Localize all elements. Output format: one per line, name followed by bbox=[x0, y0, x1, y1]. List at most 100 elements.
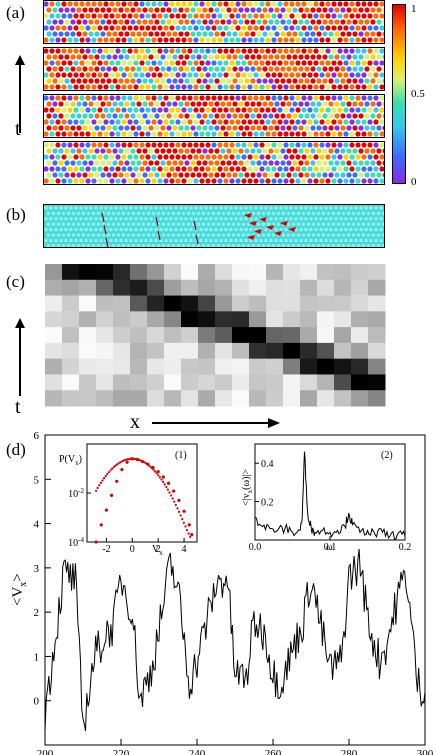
particle bbox=[64, 160, 70, 166]
time-label-a: t bbox=[15, 118, 21, 140]
particle bbox=[331, 60, 337, 66]
particle bbox=[364, 160, 370, 166]
particle bbox=[157, 95, 163, 101]
heatmap-cell bbox=[249, 390, 267, 407]
particle bbox=[61, 13, 67, 19]
particle bbox=[145, 25, 151, 31]
particle bbox=[199, 72, 205, 78]
particle bbox=[76, 125, 82, 131]
particle bbox=[202, 101, 208, 107]
particle bbox=[262, 7, 268, 13]
particle bbox=[145, 84, 151, 90]
heatmap-cell bbox=[266, 374, 284, 391]
particle bbox=[319, 95, 325, 101]
particle bbox=[196, 19, 202, 25]
heatmap-cell bbox=[147, 390, 165, 407]
particle bbox=[247, 60, 253, 66]
heatmap-cell bbox=[198, 390, 216, 407]
particle bbox=[175, 131, 181, 137]
particle bbox=[373, 60, 379, 66]
particle bbox=[118, 160, 124, 166]
particle bbox=[205, 131, 211, 137]
particle bbox=[67, 25, 73, 31]
particle bbox=[346, 160, 352, 166]
particle bbox=[130, 54, 136, 60]
particle bbox=[46, 31, 52, 37]
particle bbox=[88, 78, 94, 84]
particle bbox=[271, 95, 277, 101]
particle bbox=[124, 54, 130, 60]
particle bbox=[265, 1, 271, 7]
particle bbox=[118, 78, 124, 84]
particle bbox=[292, 160, 298, 166]
distribution-point bbox=[114, 464, 117, 467]
particle bbox=[307, 25, 313, 31]
particle bbox=[85, 142, 91, 148]
particle bbox=[79, 84, 85, 90]
particle bbox=[322, 66, 328, 72]
particle bbox=[70, 19, 76, 25]
particle bbox=[217, 1, 223, 7]
particle bbox=[211, 154, 217, 160]
particle bbox=[109, 119, 115, 125]
particle bbox=[283, 178, 289, 184]
particle bbox=[295, 37, 301, 43]
particle-strip-4 bbox=[43, 141, 385, 185]
particle bbox=[232, 19, 238, 25]
particle bbox=[313, 1, 319, 7]
particle bbox=[259, 178, 265, 184]
particle bbox=[292, 54, 298, 60]
particle bbox=[148, 113, 154, 119]
particle bbox=[373, 95, 379, 101]
heatmap-cell bbox=[79, 279, 97, 297]
particle bbox=[52, 101, 58, 107]
particle bbox=[160, 172, 166, 178]
particle bbox=[58, 66, 64, 72]
particle bbox=[238, 66, 244, 72]
particle bbox=[157, 166, 163, 172]
particle bbox=[88, 7, 94, 13]
particle bbox=[100, 66, 106, 72]
particle bbox=[115, 178, 121, 184]
particle bbox=[88, 19, 94, 25]
particle bbox=[67, 72, 73, 78]
particle bbox=[163, 72, 169, 78]
particle bbox=[250, 160, 256, 166]
particle bbox=[85, 166, 91, 172]
particle bbox=[169, 72, 175, 78]
particle bbox=[319, 166, 325, 172]
particle bbox=[169, 60, 175, 66]
particle bbox=[217, 37, 223, 43]
particle bbox=[133, 95, 139, 101]
particle bbox=[364, 78, 370, 84]
particle bbox=[277, 60, 283, 66]
particle bbox=[367, 107, 373, 113]
particle bbox=[223, 72, 229, 78]
particle bbox=[373, 178, 379, 184]
heatmap-cell bbox=[334, 279, 352, 297]
heatmap-cell bbox=[266, 311, 284, 328]
particle bbox=[325, 166, 331, 172]
particle bbox=[241, 166, 247, 172]
particle bbox=[307, 166, 313, 172]
particle bbox=[253, 72, 259, 78]
particle bbox=[133, 84, 139, 90]
particle bbox=[364, 113, 370, 119]
particle bbox=[121, 1, 127, 7]
heatmap-cell bbox=[300, 279, 318, 297]
particle bbox=[328, 148, 334, 154]
particle bbox=[214, 113, 220, 119]
particle bbox=[61, 60, 67, 66]
particle bbox=[127, 178, 133, 184]
particle bbox=[55, 48, 61, 54]
particle bbox=[229, 25, 235, 31]
particle bbox=[109, 131, 115, 137]
particle bbox=[118, 101, 124, 107]
heatmap-cell bbox=[232, 327, 250, 344]
particle bbox=[280, 148, 286, 154]
particle bbox=[355, 154, 361, 160]
particle bbox=[346, 125, 352, 131]
particle bbox=[289, 13, 295, 19]
particle bbox=[103, 72, 109, 78]
particle bbox=[190, 19, 196, 25]
